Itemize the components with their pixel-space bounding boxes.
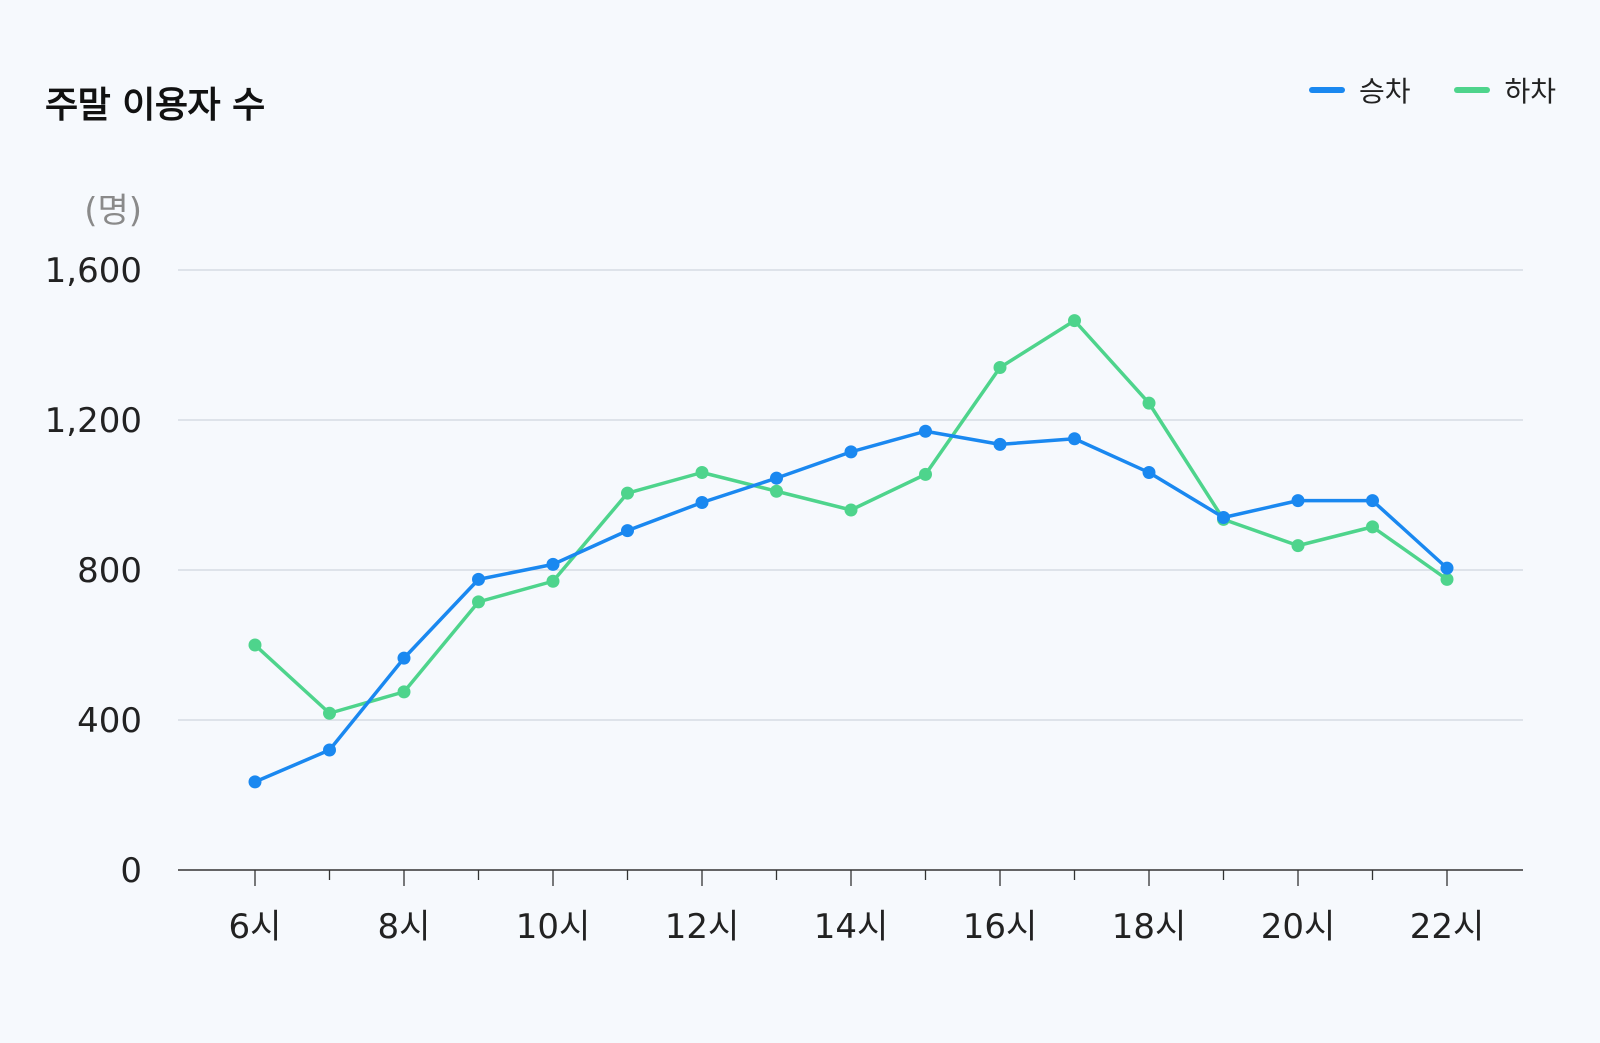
- data-point-boarding: [919, 424, 932, 438]
- data-point-alighting: [770, 484, 783, 498]
- data-point-alighting: [323, 706, 336, 720]
- legend-swatch-boarding: [1308, 87, 1345, 93]
- x-tick-label: 10시: [516, 907, 591, 947]
- y-axis-unit-label: (명): [84, 191, 142, 231]
- legend-label-alighting: 하차: [1504, 75, 1556, 108]
- data-point-boarding: [770, 471, 783, 485]
- data-point-boarding: [695, 496, 709, 509]
- data-point-boarding: [1440, 561, 1454, 575]
- data-point-alighting: [1142, 396, 1156, 410]
- data-point-boarding: [472, 572, 485, 586]
- series-line-alighting: [253, 318, 1449, 715]
- y-tick-label: 800: [77, 551, 142, 591]
- data-point-boarding: [397, 651, 411, 665]
- data-point-alighting: [472, 595, 485, 609]
- y-tick-label: 1,200: [45, 401, 142, 441]
- data-point-boarding: [1068, 432, 1081, 446]
- data-point-alighting: [1068, 314, 1081, 328]
- series-line-boarding: [253, 429, 1449, 784]
- data-point-alighting: [248, 638, 262, 652]
- data-point-alighting: [546, 574, 560, 588]
- x-tick-label: 18시: [1112, 907, 1187, 947]
- legend-item-boarding[interactable]: 승차: [1308, 70, 1411, 110]
- data-point-boarding: [1217, 511, 1230, 524]
- y-tick-label: 1,600: [45, 251, 142, 291]
- data-point-alighting: [1440, 572, 1454, 586]
- x-tick-label: 12시: [665, 907, 740, 947]
- legend-item-alighting[interactable]: 하차: [1454, 70, 1556, 110]
- data-point-boarding: [546, 557, 560, 571]
- data-point-boarding: [1142, 466, 1156, 479]
- x-tick-label: 8시: [378, 907, 431, 947]
- data-point-alighting: [919, 467, 932, 481]
- x-tick-label: 16시: [963, 907, 1038, 947]
- legend-swatch-alighting: [1454, 87, 1491, 93]
- data-point-alighting: [695, 466, 709, 479]
- data-point-boarding: [621, 524, 634, 538]
- data-point-boarding: [1366, 494, 1379, 508]
- data-point-boarding: [248, 775, 262, 789]
- chart-title: 주말 이용자 수: [45, 85, 265, 126]
- legend: 승차 하차: [1308, 70, 1556, 110]
- x-tick-label: 22시: [1410, 907, 1485, 947]
- data-point-alighting: [397, 685, 411, 699]
- x-tick-label: 14시: [814, 907, 889, 947]
- data-point-boarding: [1291, 494, 1305, 508]
- data-point-alighting: [621, 486, 634, 500]
- data-point-boarding: [993, 437, 1007, 451]
- y-tick-label: 0: [120, 851, 142, 891]
- data-point-boarding: [844, 445, 858, 459]
- y-tick-label: 400: [77, 701, 142, 741]
- legend-label-boarding: 승차: [1358, 75, 1411, 108]
- x-tick-label: 20시: [1261, 907, 1336, 947]
- data-point-alighting: [1366, 520, 1379, 534]
- data-point-alighting: [993, 361, 1007, 374]
- x-tick-label: 6시: [229, 907, 282, 947]
- data-point-alighting: [1291, 539, 1305, 553]
- data-point-alighting: [844, 503, 858, 517]
- data-point-boarding: [323, 743, 336, 757]
